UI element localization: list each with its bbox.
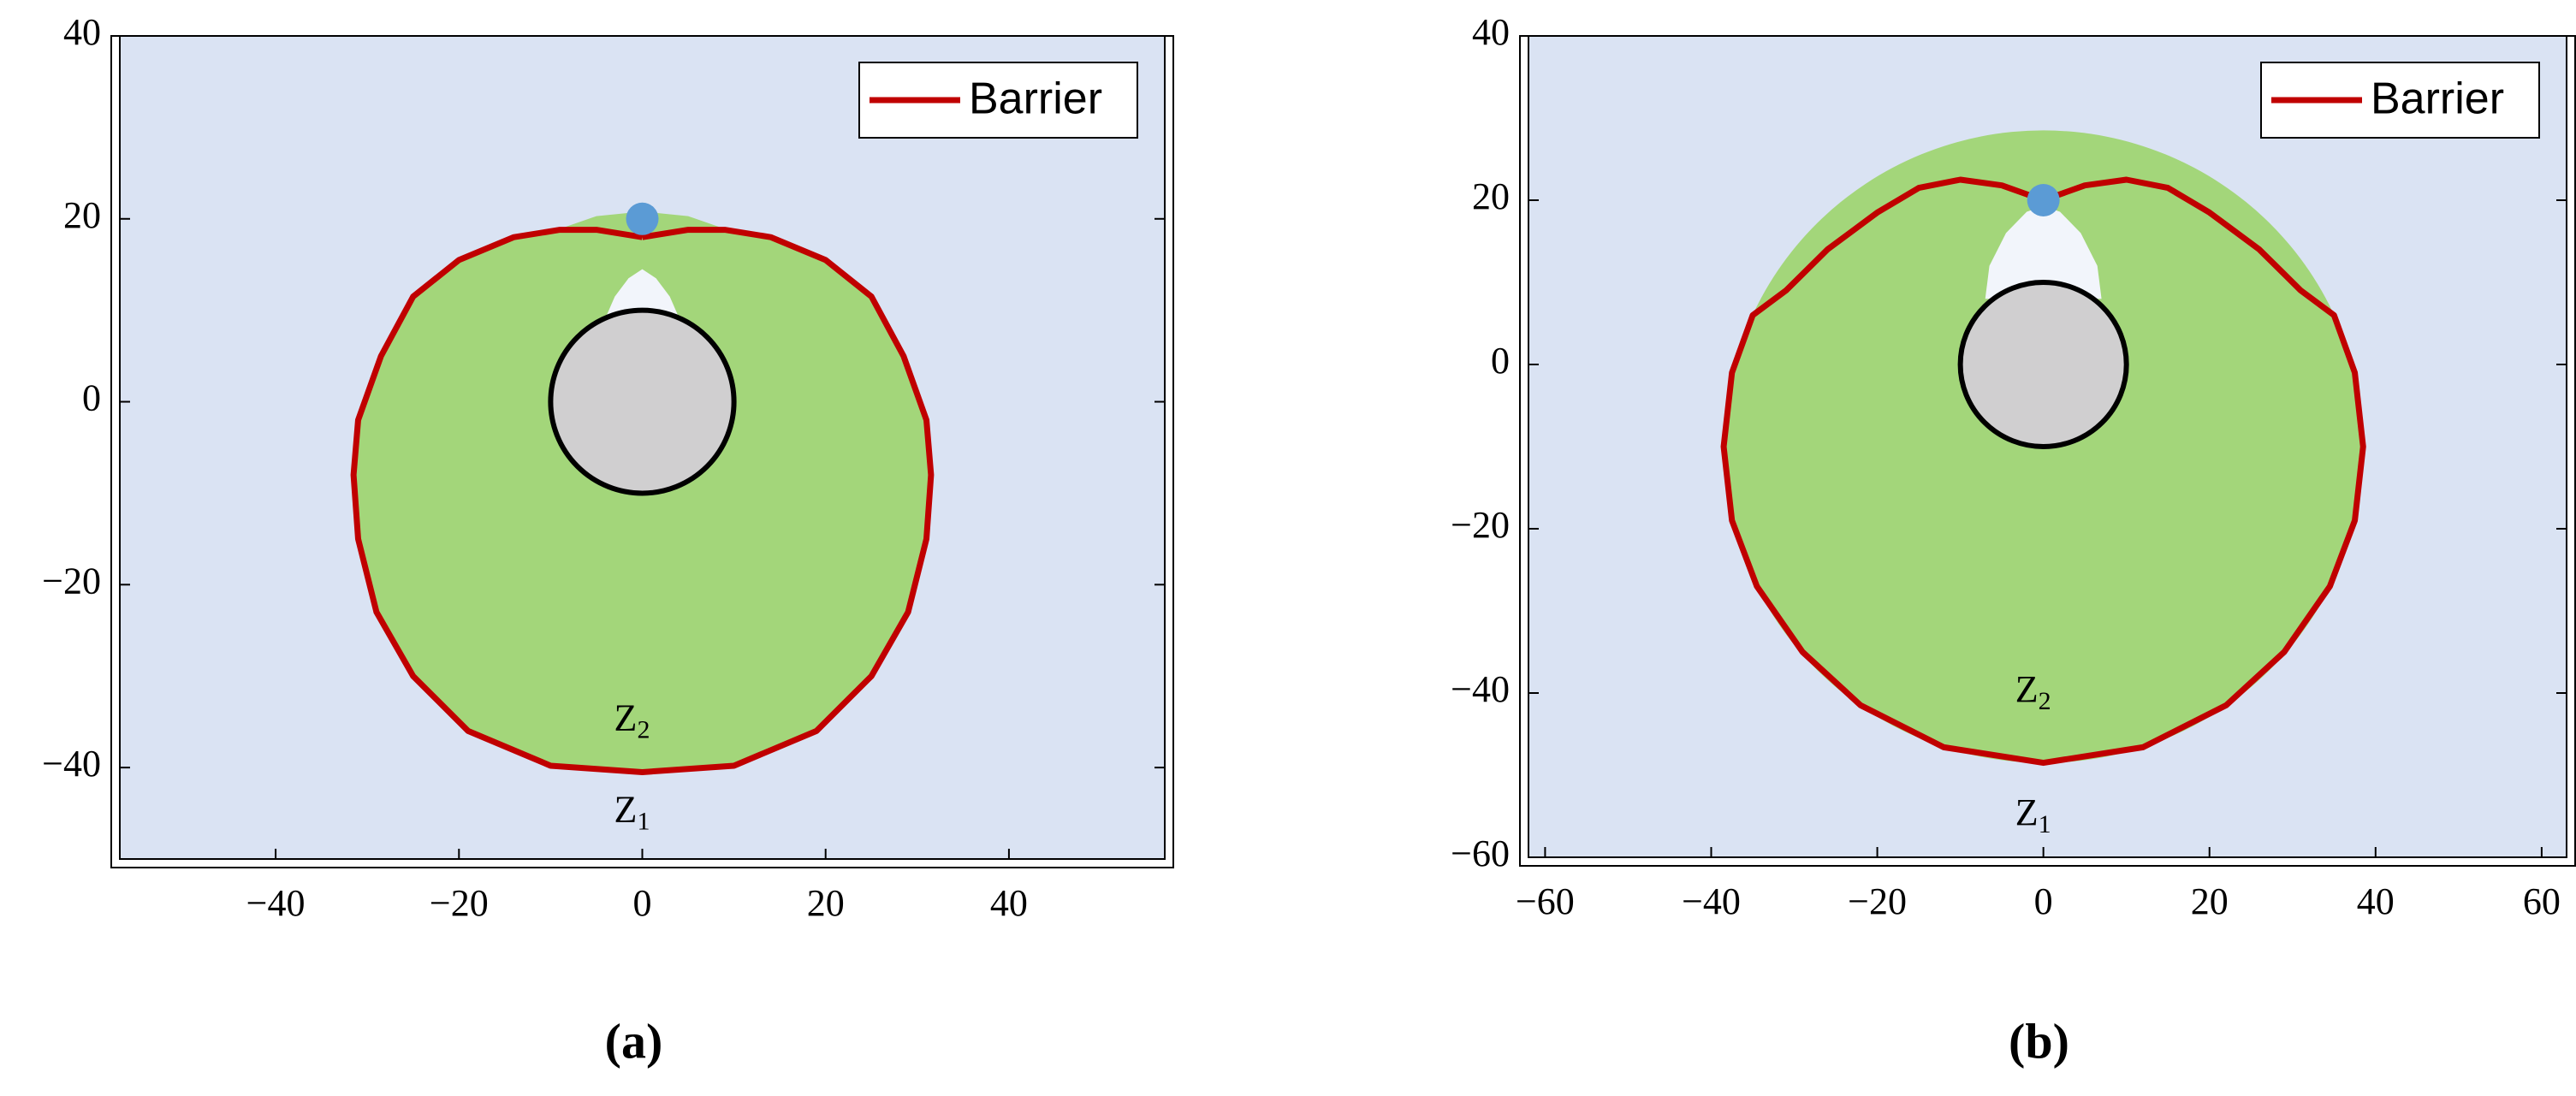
- region-subscript: 1: [2039, 810, 2051, 838]
- x-tick-label: 0: [2034, 880, 2053, 922]
- legend-label: Barrier: [2371, 74, 2504, 124]
- region-label: Z1: [2015, 791, 2051, 838]
- barrier-line: [1720, 176, 2366, 767]
- x-tick-label: −40: [1682, 880, 1741, 922]
- x-tick-label: 20: [807, 882, 845, 924]
- x-tick-label: −20: [1848, 880, 1907, 922]
- panel-label: (b): [2009, 1013, 2069, 1069]
- region-subscript: 2: [2039, 687, 2051, 715]
- panel-label: (a): [605, 1013, 663, 1069]
- y-tick-label: 0: [1491, 340, 1510, 382]
- x-tick-label: 0: [633, 882, 652, 924]
- region-letter: Z: [614, 697, 638, 739]
- y-tick-label: −40: [1451, 668, 1510, 710]
- region-label: Z2: [614, 697, 650, 744]
- region-letter: Z: [2015, 791, 2039, 833]
- y-tick-label: 40: [1472, 11, 1510, 53]
- y-tick-label: 20: [1472, 175, 1510, 217]
- x-tick-label: 20: [2191, 880, 2229, 922]
- y-tick-label: −20: [1451, 504, 1510, 546]
- target-point: [626, 202, 659, 235]
- obstacle: [548, 307, 737, 496]
- excluded-region: [1985, 205, 2102, 299]
- legend-box: [858, 62, 1138, 139]
- x-tick-label: −40: [246, 882, 306, 924]
- x-tick-label: −60: [1516, 880, 1575, 922]
- axes-outer-frame: [1519, 35, 2576, 867]
- region-label: Z2: [2015, 668, 2051, 715]
- y-tick-label: 40: [63, 11, 101, 53]
- y-tick-label: 0: [82, 377, 101, 419]
- target-point: [2027, 184, 2060, 216]
- y-tick-label: −20: [42, 560, 101, 601]
- region-subscript: 2: [637, 716, 650, 744]
- excluded-region: [605, 269, 680, 318]
- x-tick-label: 40: [2357, 880, 2395, 922]
- region-letter: Z: [614, 789, 638, 831]
- barrier-line: [350, 227, 935, 775]
- x-tick-label: −20: [430, 882, 489, 924]
- x-tick-label: 60: [2523, 880, 2561, 922]
- y-tick-label: −60: [1451, 832, 1510, 874]
- y-tick-label: 20: [63, 194, 101, 236]
- y-tick-label: −40: [42, 743, 101, 785]
- region-letter: Z: [2015, 668, 2039, 710]
- legend-label: Barrier: [969, 74, 1102, 124]
- x-tick-label: 40: [990, 882, 1028, 924]
- region-subscript: 1: [637, 807, 650, 835]
- axes-outer-frame: [110, 35, 1174, 868]
- obstacle: [1957, 280, 2129, 449]
- region-label: Z1: [614, 789, 650, 836]
